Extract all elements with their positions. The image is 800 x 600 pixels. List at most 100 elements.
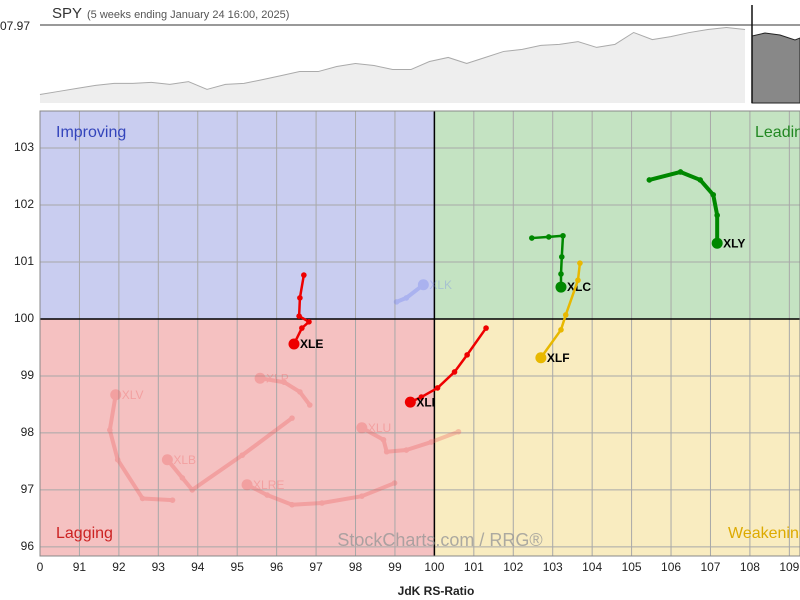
y-tick-label: 102 [14, 197, 34, 211]
tail-point [264, 492, 270, 498]
tail-point [114, 456, 121, 463]
x-tick-label: 92 [112, 560, 126, 574]
series-label: XLU [368, 421, 391, 435]
tail-head [241, 479, 253, 491]
tail-point [383, 448, 390, 455]
quadrant [434, 111, 800, 319]
series-label: XLI [416, 395, 435, 409]
tail: XLV [107, 388, 176, 503]
series-label: XLB [173, 453, 196, 467]
x-tick-label: 101 [464, 560, 484, 574]
tail-point [169, 497, 176, 503]
tail-line [394, 282, 426, 304]
tail: XLY [646, 169, 745, 250]
quadrant-label: Weakening [728, 525, 800, 542]
series-label: XLP [266, 371, 289, 385]
x-tick-label: 108 [740, 560, 760, 574]
tail-point [107, 427, 113, 433]
tail-point [428, 439, 435, 445]
tail-point [319, 500, 325, 506]
x-tick-label: 97 [309, 560, 323, 574]
tail-point [301, 272, 307, 278]
chart-title: SPY [52, 5, 82, 22]
series-label: XLE [300, 337, 323, 351]
tail-point [306, 402, 313, 408]
tail-point [677, 169, 684, 175]
tail-head [535, 352, 547, 364]
tail: XLK [393, 278, 452, 305]
tail-point [575, 277, 581, 284]
series-label: XLV [122, 388, 144, 402]
tail-head [404, 396, 416, 408]
tail-head [356, 422, 368, 434]
tail: XLB [161, 415, 295, 493]
tail-point [189, 487, 196, 493]
tail-point [451, 369, 458, 375]
tail-head [254, 372, 266, 384]
rrg-panel: 0 91 92 93 94 95 96 97 98 99 100 101 102 103 104 105 106… [14, 110, 800, 574]
x-tick-label: 100 [424, 560, 444, 574]
series-label: XLK [429, 278, 452, 292]
tail-point [562, 312, 569, 318]
tail-point [714, 212, 720, 219]
tail-point [359, 493, 365, 499]
x-tick-label: 93 [152, 560, 166, 574]
x-tick-label: 95 [231, 560, 245, 574]
tail-point [297, 389, 303, 395]
tail-point [393, 299, 400, 305]
x-tick-label: 107 [700, 560, 720, 574]
x-tick-label: 99 [388, 560, 402, 574]
watermark: StockCharts.com / RRG® [337, 530, 542, 550]
chart-subtitle: (5 weeks ending January 24 16:00, 2025) [87, 9, 289, 21]
tail: XLP [254, 371, 313, 408]
tail-point [281, 379, 287, 386]
x-tick-label: 105 [622, 560, 642, 574]
price-area [40, 28, 745, 103]
tail-point [403, 295, 410, 301]
tail-point [179, 475, 186, 481]
x-tick-label: 0 [37, 560, 44, 574]
tail: XLRE [241, 478, 398, 508]
tail-point [296, 313, 302, 319]
tail-point [558, 254, 565, 260]
tail-point [380, 436, 387, 443]
tail-point [418, 394, 425, 400]
price-future-area [751, 32, 800, 104]
tail-line [292, 273, 311, 346]
tail-point [577, 260, 583, 266]
tail-line [647, 169, 720, 246]
tail-head [417, 279, 429, 291]
tail-point [403, 447, 410, 453]
y-tick-label: 96 [21, 539, 35, 553]
tail-point [646, 177, 653, 183]
tail-point [289, 501, 295, 508]
x-tick-label: 98 [349, 560, 363, 574]
series-label: XLF [547, 351, 570, 365]
tail-point [297, 295, 303, 301]
x-tick-label: 103 [543, 560, 563, 574]
x-tick-label: 104 [582, 560, 602, 574]
quadrant-label: Improving [56, 124, 126, 141]
tail-head [161, 454, 173, 466]
tail-point [455, 428, 462, 435]
tail-line [258, 376, 312, 408]
y-tick-label: 101 [14, 254, 34, 268]
tail-point [558, 326, 564, 333]
tail-point [434, 385, 441, 391]
tail-point [697, 177, 704, 183]
x-tick-label: 109 [779, 560, 799, 574]
tail-point [289, 415, 295, 421]
quadrant-label: Lagging [56, 525, 113, 542]
series-label: XLY [723, 236, 745, 250]
price-panel: 07.97 SPY (5 weeks ending January 24 16:… [0, 5, 800, 104]
tail: XLI [404, 325, 489, 409]
tail-line [359, 425, 461, 454]
tail-head [288, 338, 300, 350]
tail-point [464, 352, 470, 358]
quadrant-label: Leading [755, 124, 800, 141]
tail-point [391, 480, 398, 486]
tail: XLE [288, 272, 323, 351]
